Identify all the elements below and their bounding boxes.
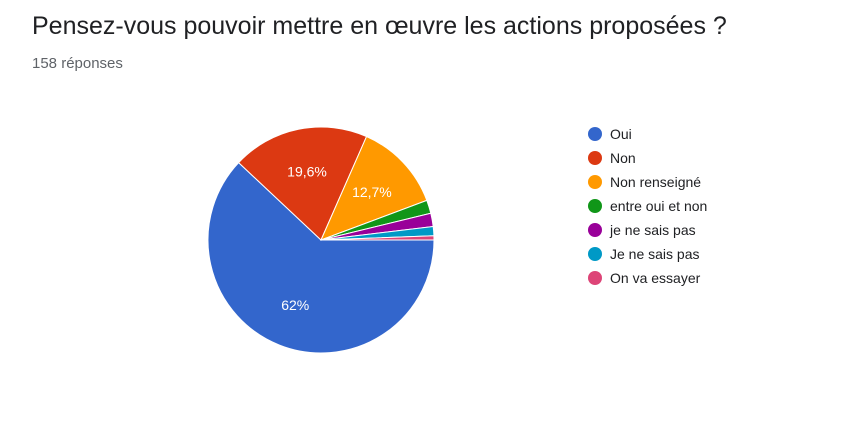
legend-label: Je ne sais pas xyxy=(610,246,700,262)
legend-dot-icon xyxy=(588,223,602,237)
chart-title: Pensez-vous pouvoir mettre en œuvre les … xyxy=(32,12,727,40)
response-count: 158 réponses xyxy=(32,55,123,72)
legend-item-5[interactable]: Je ne sais pas xyxy=(588,242,707,266)
legend-item-2[interactable]: Non renseigné xyxy=(588,170,707,194)
legend-label: entre oui et non xyxy=(610,198,708,214)
pie-slice-0[interactable] xyxy=(207,161,435,354)
slice-label-1: 19,6% xyxy=(287,163,327,179)
legend-dot-icon xyxy=(588,175,602,189)
slice-label-2: 12,7% xyxy=(352,184,392,200)
legend-item-4[interactable]: je ne sais pas xyxy=(588,218,707,242)
legend-dot-icon xyxy=(588,271,602,285)
slice-label-0: 62% xyxy=(281,297,309,313)
legend-item-3[interactable]: entre oui et non xyxy=(588,194,707,218)
legend-dot-icon xyxy=(588,127,602,141)
legend-dot-icon xyxy=(588,247,602,261)
legend-item-0[interactable]: Oui xyxy=(588,122,707,146)
legend-label: Oui xyxy=(610,126,632,142)
pie-slice-2[interactable] xyxy=(320,135,428,241)
legend-dot-icon xyxy=(588,151,602,165)
legend-label: On va essayer xyxy=(610,270,701,286)
pie-slice-6[interactable] xyxy=(320,235,435,241)
legend-label: Non xyxy=(610,150,636,166)
legend-dot-icon xyxy=(588,199,602,213)
legend-label: je ne sais pas xyxy=(610,222,696,238)
legend-label: Non renseigné xyxy=(610,174,702,190)
legend-item-6[interactable]: On va essayer xyxy=(588,266,707,290)
legend-item-1[interactable]: Non xyxy=(588,146,707,170)
pie-slice-1[interactable] xyxy=(237,126,368,241)
legend: Oui Non Non renseigné entre oui et non je ne… xyxy=(588,122,707,290)
